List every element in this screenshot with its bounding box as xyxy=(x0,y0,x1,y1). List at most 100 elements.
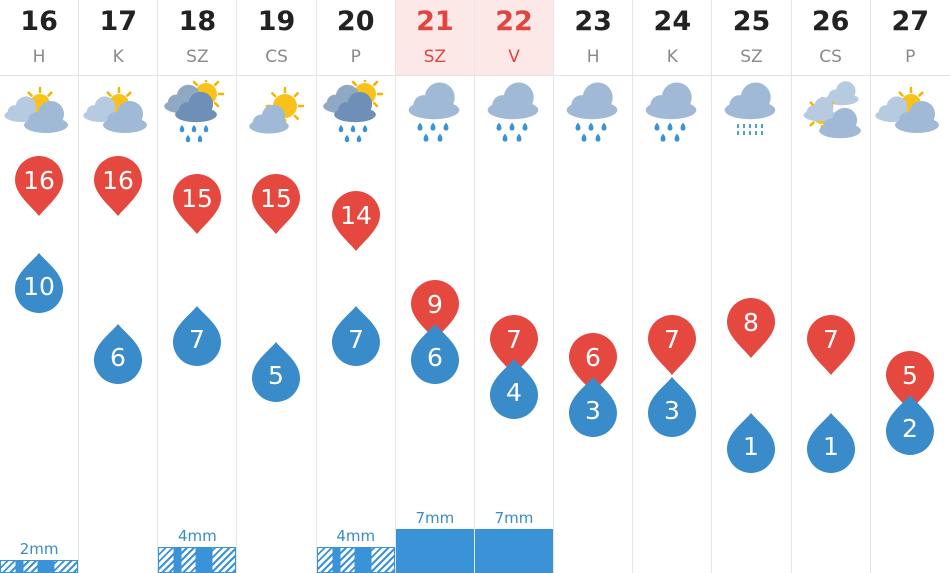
min-temp-value: 2 xyxy=(902,414,918,443)
day-number: 17 xyxy=(99,6,138,37)
day-column[interactable]: 25 SZ 8 1 xyxy=(712,0,792,573)
day-header: 25 SZ xyxy=(712,0,791,76)
day-header: 18 SZ xyxy=(158,0,237,76)
day-number: 16 xyxy=(20,6,58,37)
min-temp-value: 7 xyxy=(348,325,364,354)
min-temp-value: 1 xyxy=(823,432,839,461)
day-column[interactable]: 16 H 16 10 2mm xyxy=(0,0,80,573)
max-temp-value: 7 xyxy=(664,325,680,354)
day-name: SZ xyxy=(423,47,447,67)
min-temp-marker: 4 xyxy=(489,359,538,420)
day-number: 18 xyxy=(178,6,217,37)
max-temp-marker: 5 xyxy=(885,350,934,411)
day-header: 16 H xyxy=(0,0,79,76)
day-name: CS xyxy=(819,47,842,67)
day-header: 22 V xyxy=(474,0,554,76)
rain-cloud-icon xyxy=(566,82,618,142)
precip-bar xyxy=(158,547,237,573)
day-number: 26 xyxy=(811,6,850,37)
sun-rain-cloud-icon xyxy=(164,80,225,143)
day-name: H xyxy=(32,47,46,67)
day-column[interactable]: 22 V 7 4 7mm xyxy=(474,0,555,573)
max-temp-value: 15 xyxy=(261,184,293,213)
min-temp-value: 7 xyxy=(189,325,205,354)
max-temp-marker: 6 xyxy=(569,333,618,393)
max-temp-marker: 15 xyxy=(252,173,301,234)
partly-sunny-icon xyxy=(4,86,68,133)
min-temp-value: 3 xyxy=(585,396,601,425)
precip-label: 4mm xyxy=(336,527,376,545)
day-name: H xyxy=(586,47,600,67)
day-number: 19 xyxy=(257,6,296,37)
max-temp-marker: 16 xyxy=(15,156,63,216)
max-temp-value: 8 xyxy=(743,308,759,337)
day-column[interactable]: 23 H 6 3 xyxy=(554,0,634,573)
day-column[interactable]: 26 CS 7 1 xyxy=(791,0,871,573)
day-column[interactable]: 19 CS 15 5 xyxy=(237,0,317,573)
day-column[interactable]: 20 P 14 7 4mm xyxy=(316,0,396,573)
drizzle-cloud-icon xyxy=(725,82,776,135)
day-name: SZ xyxy=(186,47,209,67)
max-temp-value: 6 xyxy=(585,343,601,372)
day-header: 23 H xyxy=(554,0,633,76)
day-column[interactable]: 27 P 5 2 xyxy=(870,0,950,573)
min-temp-value: 1 xyxy=(743,432,759,461)
max-temp-marker: 7 xyxy=(489,315,538,376)
max-temp-marker: 15 xyxy=(173,173,222,234)
min-temp-value: 10 xyxy=(23,272,55,301)
precip-bar xyxy=(316,547,395,573)
rain-cloud-icon xyxy=(408,82,460,142)
day-number: 25 xyxy=(732,6,771,37)
max-temp-marker: 8 xyxy=(727,297,776,358)
day-number: 27 xyxy=(891,6,930,37)
max-temp-value: 16 xyxy=(23,166,55,195)
max-temp-value: 16 xyxy=(102,166,134,195)
min-temp-marker: 6 xyxy=(94,324,143,384)
min-temp-value: 5 xyxy=(269,361,285,390)
min-temp-marker: 3 xyxy=(569,377,618,438)
max-temp-marker: 14 xyxy=(331,191,380,252)
day-number: 20 xyxy=(336,6,375,37)
max-temp-value: 14 xyxy=(340,201,372,230)
rain-cloud-icon xyxy=(487,82,539,142)
min-temp-value: 6 xyxy=(427,343,443,372)
day-header: 19 CS xyxy=(237,0,316,76)
day-header: 24 K xyxy=(633,0,712,76)
max-temp-marker: 16 xyxy=(94,156,143,216)
sunny-cloud-icon xyxy=(249,86,305,134)
max-temp-value: 15 xyxy=(181,184,213,213)
min-temp-marker: 7 xyxy=(331,306,380,367)
day-number: 24 xyxy=(653,6,692,37)
min-temp-marker: 10 xyxy=(15,253,63,314)
min-temp-value: 4 xyxy=(506,378,522,407)
precip-bar xyxy=(395,529,474,573)
max-temp-marker: 7 xyxy=(648,315,697,376)
partly-sunny-icon xyxy=(875,86,939,133)
day-column[interactable]: 17 K 16 6 xyxy=(79,0,159,573)
min-temp-value: 3 xyxy=(664,396,680,425)
day-number: 22 xyxy=(495,6,533,37)
day-name: V xyxy=(508,47,520,67)
day-column[interactable]: 18 SZ 15 7 4mm xyxy=(158,0,238,573)
day-name: CS xyxy=(265,47,288,67)
day-number: 23 xyxy=(574,6,612,37)
precip-bar xyxy=(0,560,79,573)
max-temp-value: 9 xyxy=(427,290,443,319)
min-temp-marker: 1 xyxy=(806,412,855,473)
day-column[interactable]: 24 K 7 3 xyxy=(633,0,713,573)
day-name: SZ xyxy=(740,47,763,67)
day-column[interactable]: 21 SZ 9 6 7mm xyxy=(395,0,475,573)
min-temp-marker: 1 xyxy=(727,412,776,473)
max-temp-value: 7 xyxy=(823,325,839,354)
day-header: 26 CS xyxy=(791,0,870,76)
partly-sunny-icon xyxy=(83,86,148,133)
precip-label: 7mm xyxy=(415,509,455,527)
day-name: K xyxy=(666,47,678,67)
day-header: 21 SZ xyxy=(395,0,474,76)
rain-cloud-icon xyxy=(645,82,697,142)
day-name: P xyxy=(905,47,916,67)
day-name: K xyxy=(112,47,124,67)
min-temp-marker: 7 xyxy=(173,306,222,367)
sun-rain-cloud-icon xyxy=(322,80,383,143)
